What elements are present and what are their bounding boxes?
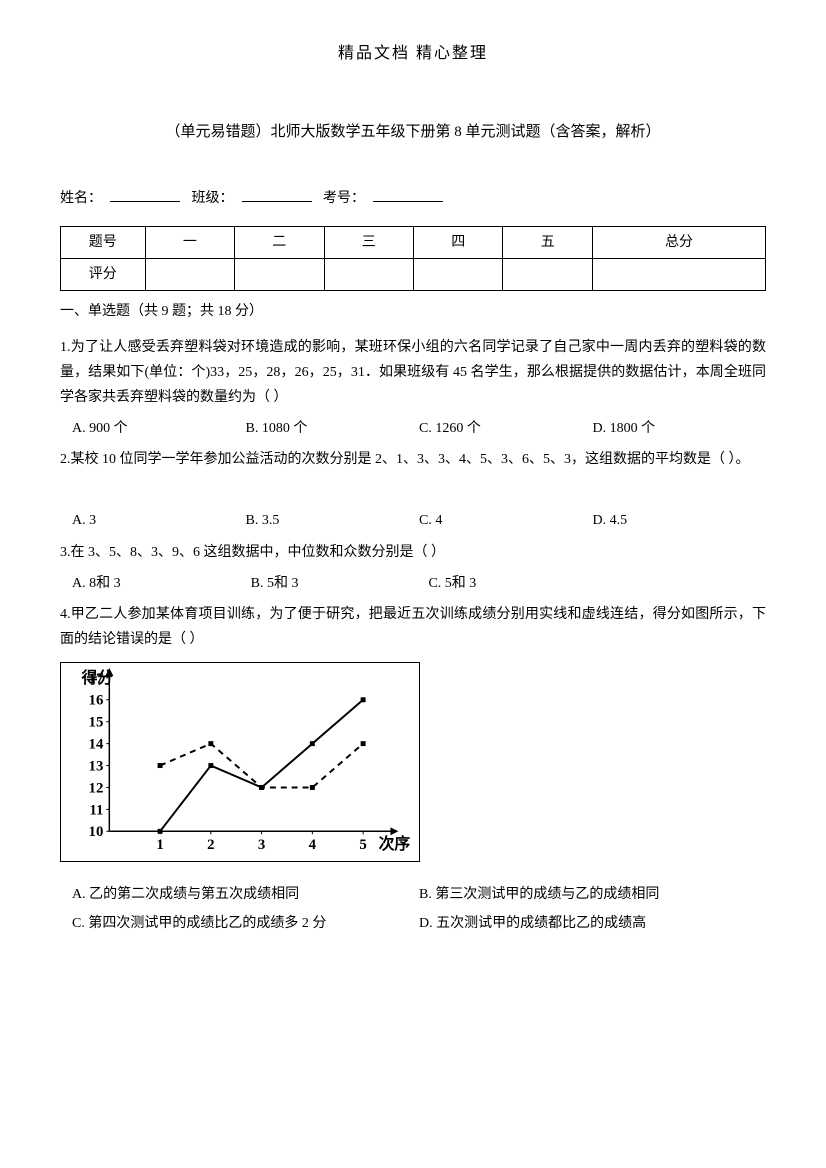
chart-container: 得分101112131415161712345次序	[60, 662, 766, 871]
option-a[interactable]: A. 3	[72, 508, 246, 533]
line-chart: 得分101112131415161712345次序	[60, 662, 420, 862]
exam-title: （单元易错题）北师大版数学五年级下册第 8 单元测试题（含答案，解析）	[60, 119, 766, 146]
question-1-options: A. 900 个 B. 1080 个 C. 1260 个 D. 1800 个	[60, 416, 766, 441]
class-blank[interactable]	[242, 201, 312, 202]
option-b[interactable]: B. 3.5	[246, 508, 420, 533]
table-cell: 一	[145, 226, 234, 258]
svg-text:10: 10	[89, 825, 104, 841]
table-cell: 评分	[61, 259, 146, 291]
question-4-options: A. 乙的第二次成绩与第五次成绩相同 B. 第三次测试甲的成绩与乙的成绩相同 C…	[60, 882, 766, 940]
question-2: 2.某校 10 位同学一学年参加公益活动的次数分别是 2、1、3、3、4、5、3…	[60, 447, 766, 472]
name-label: 姓名：	[60, 191, 102, 206]
option-b[interactable]: B. 1080 个	[246, 416, 420, 441]
id-blank[interactable]	[373, 201, 443, 202]
class-label: 班级：	[192, 191, 234, 206]
svg-text:16: 16	[89, 693, 104, 709]
option-c[interactable]: C. 5和 3	[428, 571, 476, 596]
table-cell: 三	[324, 226, 413, 258]
question-1: 1.为了让人感受丢弃塑料袋对环境造成的影响，某班环保小组的六名同学记录了自己家中…	[60, 335, 766, 411]
table-cell: 五	[503, 226, 592, 258]
option-d[interactable]: D. 五次测试甲的成绩都比乙的成绩高	[419, 911, 766, 936]
table-cell[interactable]	[503, 259, 592, 291]
option-b[interactable]: B. 5和 3	[251, 571, 299, 596]
table-row: 题号 一 二 三 四 五 总分	[61, 226, 766, 258]
svg-text:1: 1	[156, 838, 163, 854]
option-d[interactable]: D. 1800 个	[593, 416, 767, 441]
table-cell[interactable]	[324, 259, 413, 291]
option-a[interactable]: A. 乙的第二次成绩与第五次成绩相同	[72, 882, 419, 907]
table-row: 评分	[61, 259, 766, 291]
svg-text:11: 11	[89, 803, 103, 819]
table-cell[interactable]	[235, 259, 324, 291]
name-blank[interactable]	[110, 201, 180, 202]
svg-text:2: 2	[207, 838, 214, 854]
student-info: 姓名： 班级： 考号：	[60, 186, 766, 211]
table-cell: 二	[235, 226, 324, 258]
svg-text:13: 13	[89, 759, 104, 775]
svg-text:次序: 次序	[379, 835, 411, 854]
option-c[interactable]: C. 4	[419, 508, 593, 533]
option-a[interactable]: A. 8和 3	[72, 571, 121, 596]
svg-text:3: 3	[258, 838, 265, 854]
table-cell[interactable]	[145, 259, 234, 291]
table-cell: 总分	[592, 226, 765, 258]
svg-text:12: 12	[89, 781, 104, 797]
table-cell: 四	[414, 226, 503, 258]
option-d[interactable]: D. 4.5	[593, 508, 767, 533]
option-b[interactable]: B. 第三次测试甲的成绩与乙的成绩相同	[419, 882, 766, 907]
score-table: 题号 一 二 三 四 五 总分 评分	[60, 226, 766, 291]
svg-text:4: 4	[309, 838, 317, 854]
question-2-options: A. 3 B. 3.5 C. 4 D. 4.5	[60, 508, 766, 533]
option-c[interactable]: C. 第四次测试甲的成绩比乙的成绩多 2 分	[72, 911, 419, 936]
svg-text:15: 15	[89, 715, 104, 731]
question-3-options: A. 8和 3 B. 5和 3 C. 5和 3	[60, 571, 766, 596]
table-cell[interactable]	[414, 259, 503, 291]
svg-text:14: 14	[89, 737, 104, 753]
option-c[interactable]: C. 1260 个	[419, 416, 593, 441]
table-cell[interactable]	[592, 259, 765, 291]
page-header: 精品文档 精心整理	[60, 40, 766, 69]
question-4: 4.甲乙二人参加某体育项目训练，为了便于研究，把最近五次训练成绩分别用实线和虚线…	[60, 602, 766, 652]
question-3: 3.在 3、5、8、3、9、6 这组数据中，中位数和众数分别是（ ）	[60, 540, 766, 565]
table-cell: 题号	[61, 226, 146, 258]
svg-text:17: 17	[89, 671, 104, 687]
option-a[interactable]: A. 900 个	[72, 416, 246, 441]
svg-text:5: 5	[359, 838, 366, 854]
id-label: 考号：	[323, 191, 365, 206]
section-title: 一、单选题（共 9 题；共 18 分）	[60, 299, 766, 324]
